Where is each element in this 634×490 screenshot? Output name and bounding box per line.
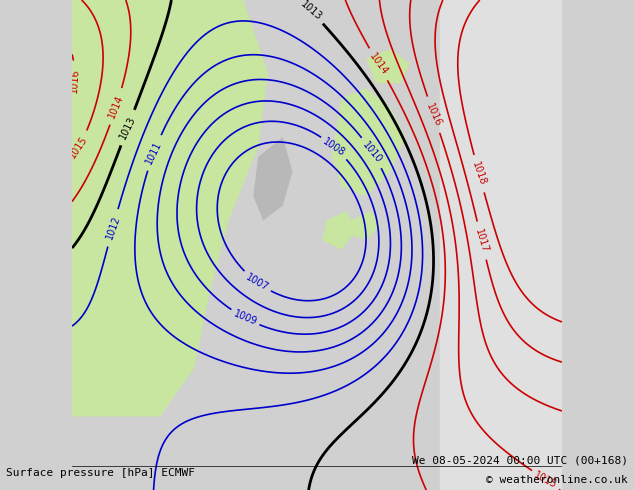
Text: 1017: 1017 [474, 227, 490, 254]
Text: 1011: 1011 [144, 140, 164, 166]
Text: 1014: 1014 [367, 51, 390, 77]
Bar [439, 0, 562, 490]
Text: 1015: 1015 [533, 470, 559, 490]
Polygon shape [254, 137, 292, 220]
Text: © weatheronline.co.uk: © weatheronline.co.uk [486, 475, 628, 485]
Text: 1016: 1016 [424, 101, 443, 128]
Polygon shape [366, 49, 410, 83]
Text: 1012: 1012 [104, 215, 122, 241]
Text: 1008: 1008 [321, 136, 347, 158]
Text: 1009: 1009 [232, 309, 259, 327]
Polygon shape [72, 0, 170, 74]
Text: We 08-05-2024 00:00 UTC (00+168): We 08-05-2024 00:00 UTC (00+168) [411, 456, 628, 466]
Text: 1007: 1007 [244, 272, 270, 293]
Polygon shape [332, 88, 405, 196]
Text: 1013: 1013 [299, 0, 324, 23]
Text: 1015: 1015 [68, 134, 90, 161]
Text: Surface pressure [hPa] ECMWF: Surface pressure [hPa] ECMWF [6, 468, 195, 478]
Polygon shape [72, 0, 268, 416]
Text: 1016: 1016 [68, 68, 81, 93]
Text: 1013: 1013 [118, 115, 138, 141]
Polygon shape [351, 211, 380, 240]
Text: 1010: 1010 [360, 140, 384, 165]
Text: 1018: 1018 [470, 161, 488, 187]
Text: 1014: 1014 [107, 93, 126, 120]
Polygon shape [322, 211, 356, 250]
